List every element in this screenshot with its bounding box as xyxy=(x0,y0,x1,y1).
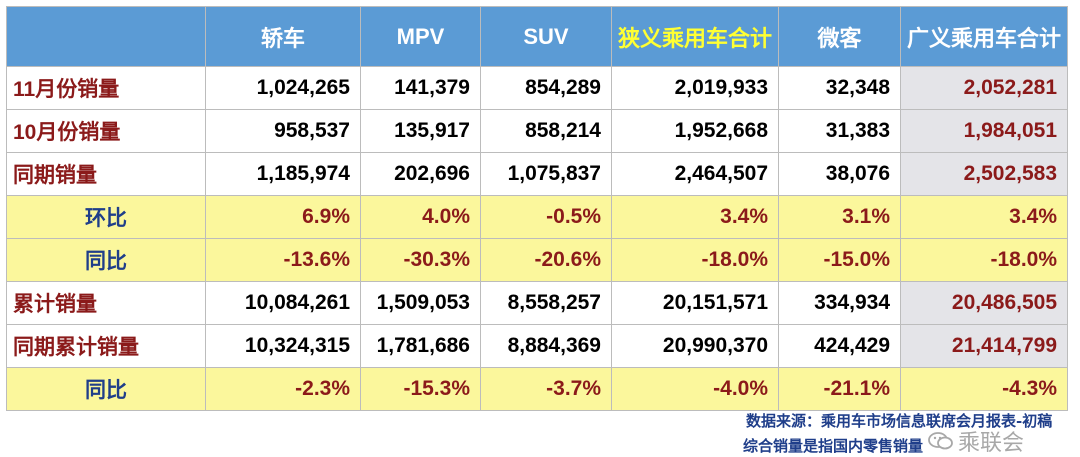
table-cell: -18.0% xyxy=(900,238,1069,282)
table-cell: 6.9% xyxy=(205,195,361,239)
table-cell: 1,185,974 xyxy=(205,152,361,196)
table-cell: -4.3% xyxy=(900,367,1069,411)
table-row: 环比 6.9% 4.0% -0.5% 3.4% 3.1% 3.4% xyxy=(6,195,1069,239)
table-cell: 1,075,837 xyxy=(480,152,612,196)
table-cell: -4.0% xyxy=(610,367,780,411)
wechat-icon xyxy=(928,432,953,450)
table-cell: 10,084,261 xyxy=(205,281,361,325)
table-cell: 1,952,668 xyxy=(610,109,780,153)
table-cell: 958,537 xyxy=(205,109,361,153)
table-cell: 424,429 xyxy=(778,324,902,368)
table-cell: -15.0% xyxy=(778,238,902,282)
table-cell: 2,502,583 xyxy=(900,152,1069,196)
table-row: 同期销量 1,185,974 202,696 1,075,837 2,464,507 38… xyxy=(6,152,1069,196)
table-cell: 1,509,053 xyxy=(360,281,481,325)
table-row: 同比 -13.6% -30.3% -20.6% -18.0% -15.0% -18.0% xyxy=(6,238,1069,282)
table-row: 同比 -2.3% -15.3% -3.7% -4.0% -21.1% -4.3% xyxy=(6,367,1069,411)
table-cell: 2,464,507 xyxy=(610,152,780,196)
table-cell: 2,052,281 xyxy=(900,66,1069,110)
header-mpv: MPV xyxy=(360,6,481,67)
row-label: 10月份销量 xyxy=(6,109,206,153)
table-cell: 10,324,315 xyxy=(205,324,361,368)
table-cell: 31,383 xyxy=(778,109,902,153)
table-cell: 854,289 xyxy=(480,66,612,110)
table-cell: 20,486,505 xyxy=(900,281,1069,325)
header-sedan: 轿车 xyxy=(205,6,361,67)
table-cell: 3.4% xyxy=(900,195,1069,239)
row-label: 同期累计销量 xyxy=(6,324,206,368)
table-cell: 1,024,265 xyxy=(205,66,361,110)
table-cell: 32,348 xyxy=(778,66,902,110)
row-label: 环比 xyxy=(6,195,206,239)
row-label: 同期销量 xyxy=(6,152,206,196)
table-row: 10月份销量 958,537 135,917 858,214 1,952,668 31,3… xyxy=(6,109,1069,153)
row-label: 同比 xyxy=(6,367,206,411)
definition-note: 综合销量是指国内零售销量 xyxy=(743,437,924,455)
table-cell: 8,558,257 xyxy=(480,281,612,325)
table-cell: 3.4% xyxy=(610,195,780,239)
table-row: 同期累计销量 10,324,315 1,781,686 8,884,369 20,990… xyxy=(6,324,1069,368)
table-cell: 858,214 xyxy=(480,109,612,153)
table-cell: 1,781,686 xyxy=(360,324,481,368)
watermark-text: 乘联会 xyxy=(958,430,1025,455)
table-cell: 334,934 xyxy=(778,281,902,325)
table-cell: 8,884,369 xyxy=(480,324,612,368)
table-cell: 4.0% xyxy=(360,195,481,239)
row-label: 同比 xyxy=(6,238,206,282)
header-corner xyxy=(6,6,206,67)
table-cell: -20.6% xyxy=(480,238,612,282)
table-row: 累计销量 10,084,261 1,509,053 8,558,257 20,151,5… xyxy=(6,281,1069,325)
table-cell: 21,414,799 xyxy=(900,324,1069,368)
header-broad-total: 广义乘用车合计 xyxy=(900,6,1069,67)
table-cell: 20,151,571 xyxy=(610,281,780,325)
table-cell: -30.3% xyxy=(360,238,481,282)
table-cell: 38,076 xyxy=(778,152,902,196)
table-cell: -2.3% xyxy=(205,367,361,411)
table-cell: 3.1% xyxy=(778,195,902,239)
table-cell: 135,917 xyxy=(360,109,481,153)
header-suv: SUV xyxy=(480,6,612,67)
table-cell: -3.7% xyxy=(480,367,612,411)
table-row: 11月份销量 1,024,265 141,379 854,289 2,019,933 32… xyxy=(6,66,1069,110)
header-narrow-total: 狭义乘用车合计 xyxy=(610,6,780,67)
table-cell: 2,019,933 xyxy=(610,66,780,110)
sales-table: 轿车 MPV SUV 狭义乘用车合计 微客 广义乘用车合计 11月份销量 1,02… xyxy=(6,6,1069,411)
watermark: 乘联会 xyxy=(928,425,1024,457)
row-label: 累计销量 xyxy=(6,281,206,325)
table-cell: 202,696 xyxy=(360,152,481,196)
header-row: 轿车 MPV SUV 狭义乘用车合计 微客 广义乘用车合计 xyxy=(6,6,1069,67)
table-cell: -13.6% xyxy=(205,238,361,282)
table-cell: -15.3% xyxy=(360,367,481,411)
table-cell: 1,984,051 xyxy=(900,109,1069,153)
row-label: 11月份销量 xyxy=(6,66,206,110)
header-minivan: 微客 xyxy=(778,6,902,67)
table-cell: 141,379 xyxy=(360,66,481,110)
table-cell: 20,990,370 xyxy=(610,324,780,368)
table-cell: -18.0% xyxy=(610,238,780,282)
source-note: 数据来源：乘用车市场信息联席会月报表-初稿 xyxy=(746,412,1053,430)
table-cell: -21.1% xyxy=(778,367,902,411)
table-cell: -0.5% xyxy=(480,195,612,239)
